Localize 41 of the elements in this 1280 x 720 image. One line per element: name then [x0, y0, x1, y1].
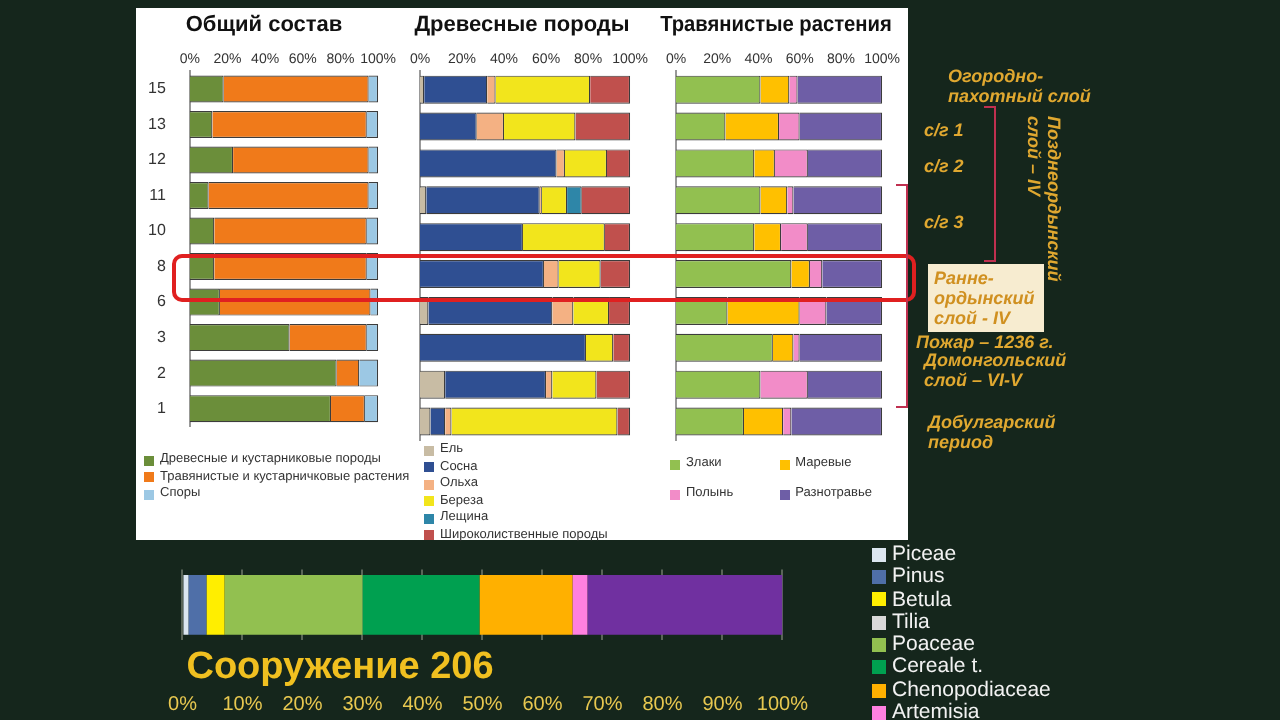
x-tick-label: 70% [582, 693, 623, 716]
x-tick-label: 10% [222, 693, 263, 716]
y-tick-label: 8 [156, 256, 167, 275]
y-tick-label: 10 [147, 221, 167, 240]
text: Домонгольский слой – VI-V [924, 350, 1069, 390]
legend-label: Chenopodiaceae [892, 677, 1051, 702]
x-tick-label: 60% [522, 693, 563, 716]
y-tick-label: 15 [147, 79, 167, 98]
legend-label: Piceae [892, 542, 957, 566]
y-tick-label: 2 [156, 363, 167, 382]
y-tick-label: 1 [156, 399, 167, 418]
y-tick-label: 11 [149, 185, 167, 204]
y-tick-label: 12 [147, 150, 167, 169]
y-tick-label: 3 [156, 328, 167, 347]
text: Пожар – 1236 г. [916, 332, 1054, 352]
chart-title: Общий состав [185, 13, 343, 38]
legend-label: Betula [892, 587, 952, 612]
x-tick-label: 50% [462, 693, 503, 716]
text: с/г 1 [924, 120, 964, 140]
x-tick-label: 40% [402, 693, 443, 716]
text: с/г 3 [924, 212, 964, 232]
legend-label: Pinus [892, 564, 945, 589]
x-tick-label: 30% [342, 693, 383, 716]
y-tick-label: 13 [147, 114, 167, 133]
text: Огородно-пахотный слой [948, 66, 1093, 106]
y-tick-label: 6 [156, 292, 167, 311]
x-tick-label: 20% [282, 693, 323, 716]
legend-label: Poaceae [892, 632, 975, 657]
chart-title: Древесные породы [414, 13, 630, 38]
text: Добулгарский период [928, 412, 1058, 452]
x-tick-label: 80% [642, 693, 683, 716]
text: с/г 2 [924, 156, 964, 176]
chart-title: Травянистые растения [660, 12, 892, 38]
legend-label: Tilia [892, 609, 930, 634]
x-tick-label: 90% [702, 693, 743, 716]
x-tick-label: 100% [756, 693, 809, 716]
x-tick-label: 0% [168, 693, 198, 716]
legend-label: Cereale t. [892, 654, 984, 679]
legend-label: Artemisia [892, 700, 980, 720]
text: Сооружение 206 [186, 646, 494, 689]
text: Ранне-ордынский слой - IV [928, 264, 1044, 332]
